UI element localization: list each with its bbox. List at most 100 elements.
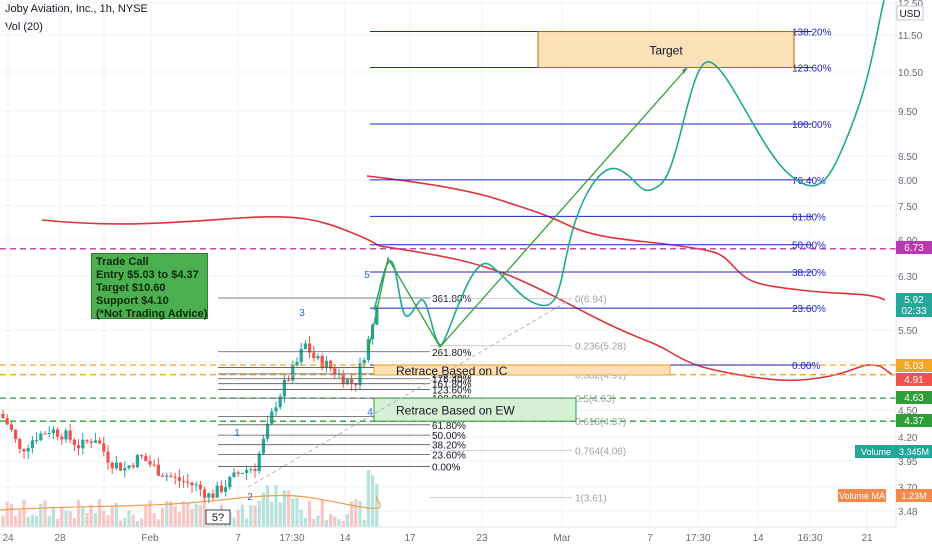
- fib-extension-label: 23.60%: [792, 304, 826, 315]
- candle-body: [224, 487, 228, 492]
- volume-bar: [320, 499, 324, 527]
- volume-bar: [22, 499, 26, 527]
- price-tag-value: 4.63: [904, 393, 924, 404]
- box-label: Retrace Based on IC: [396, 364, 508, 378]
- volume-bar: [324, 519, 328, 527]
- volume-bar: [77, 499, 81, 527]
- price-tick: 7.50: [898, 202, 918, 213]
- volume-bar: [177, 511, 181, 527]
- price-axis[interactable]: 12.5011.5010.509.508.508.007.506.906.305…: [838, 0, 932, 530]
- fib-grey-label: 0.5(4.63): [575, 394, 615, 405]
- candle-body: [165, 475, 169, 477]
- volume-bar: [123, 517, 127, 527]
- candle-body: [77, 445, 81, 449]
- volume-bar: [106, 515, 110, 527]
- candle-body: [312, 352, 316, 359]
- time-tick: 17:30: [279, 533, 304, 544]
- candle-body: [123, 468, 127, 471]
- volume-tag-value: 1.23M: [901, 491, 926, 501]
- volume-bar: [312, 519, 316, 527]
- time-tick: 16:30: [797, 533, 822, 544]
- time-tick: 24: [2, 533, 14, 544]
- candle-body: [215, 485, 219, 498]
- fib-grey-label: 0(6.94): [575, 295, 607, 306]
- time-tick: 23: [476, 533, 488, 544]
- volume-bar: [102, 510, 106, 527]
- fib-retracement-label: 176.40%: [432, 375, 472, 386]
- time-tick: 7: [235, 533, 241, 544]
- candle-body: [333, 368, 337, 375]
- candle-body: [135, 455, 139, 468]
- candle-body: [102, 443, 106, 452]
- price-tick: 11.50: [898, 31, 923, 42]
- candle-body: [5, 418, 9, 425]
- candle-body: [1, 413, 5, 419]
- fib-grey-label: 0.382(4.91): [575, 371, 626, 382]
- candle-body: [9, 424, 13, 430]
- candle-body: [270, 411, 274, 424]
- volume-bar: [278, 502, 282, 527]
- volume-bar: [144, 504, 148, 527]
- volume-bar: [98, 499, 102, 527]
- wave-label: 5?: [212, 512, 224, 524]
- volume-bar: [236, 509, 240, 527]
- candle-body: [30, 440, 34, 449]
- volume-bar: [135, 520, 139, 527]
- volume-bar: [89, 504, 93, 527]
- volume-bar: [165, 501, 169, 527]
- arrow-head: [682, 67, 688, 74]
- candle-body: [89, 441, 93, 443]
- box-label: Retrace Based on EW: [396, 404, 515, 418]
- fib-grey-label: 0.764(4.06): [575, 447, 626, 458]
- volume-bar: [93, 513, 97, 527]
- fib-extension-label: 50.00%: [792, 241, 826, 252]
- candle-body: [144, 456, 148, 462]
- candle-body: [127, 465, 131, 469]
- volume-bars: [0, 470, 381, 527]
- volume-bar: [266, 485, 270, 527]
- candles: [1, 305, 379, 504]
- level-box: [373, 397, 577, 422]
- volume-bar: [270, 501, 274, 527]
- candle-body: [291, 365, 295, 381]
- volume-bar: [345, 514, 349, 527]
- volume-tag-value-bg: [896, 489, 932, 502]
- price-tick: 8.50: [898, 152, 918, 163]
- fib-retracement-label: 50.00%: [432, 431, 466, 442]
- volume-bar: [329, 514, 333, 527]
- fib-extension-label: 0.00%: [792, 361, 820, 372]
- candle-body: [64, 430, 68, 440]
- volume-bar: [282, 490, 286, 527]
- candle-body: [345, 379, 349, 385]
- trade-call-line: Entry $5.03 to $4.37: [96, 269, 199, 281]
- price-tick: 3.70: [898, 483, 918, 494]
- candle-body: [156, 464, 160, 476]
- candle-body: [232, 472, 236, 478]
- wave-label: 1: [234, 428, 240, 439]
- volume-bar: [291, 498, 295, 527]
- volume-bar: [299, 509, 303, 527]
- candle-body: [177, 477, 181, 481]
- candle-body: [257, 453, 261, 472]
- volume-bar: [261, 492, 265, 527]
- volume-bar: [47, 515, 51, 527]
- price-tick: 12.50: [898, 0, 923, 10]
- volume-bar: [287, 490, 291, 527]
- level-box: [537, 31, 795, 69]
- time-axis[interactable]: 24 28 Feb 7 17:30 14 17 23 Mar 7 17:30 14 16:30 21: [0, 526, 896, 550]
- candle-body: [211, 493, 215, 498]
- candle-body: [295, 361, 299, 366]
- trend-dashed: [247, 299, 571, 488]
- candle-body: [287, 379, 291, 381]
- candle-body: [316, 356, 320, 359]
- volume-bar: [303, 517, 307, 527]
- volume-bar: [161, 507, 165, 527]
- price-tick: 4.20: [898, 433, 918, 444]
- time-tick: 28: [54, 533, 66, 544]
- candle-body: [161, 475, 165, 477]
- candle-body: [198, 484, 202, 490]
- candle-body: [320, 356, 324, 368]
- price-tick: 9.50: [898, 107, 918, 118]
- candle-body: [22, 448, 26, 452]
- candle-body: [203, 489, 207, 498]
